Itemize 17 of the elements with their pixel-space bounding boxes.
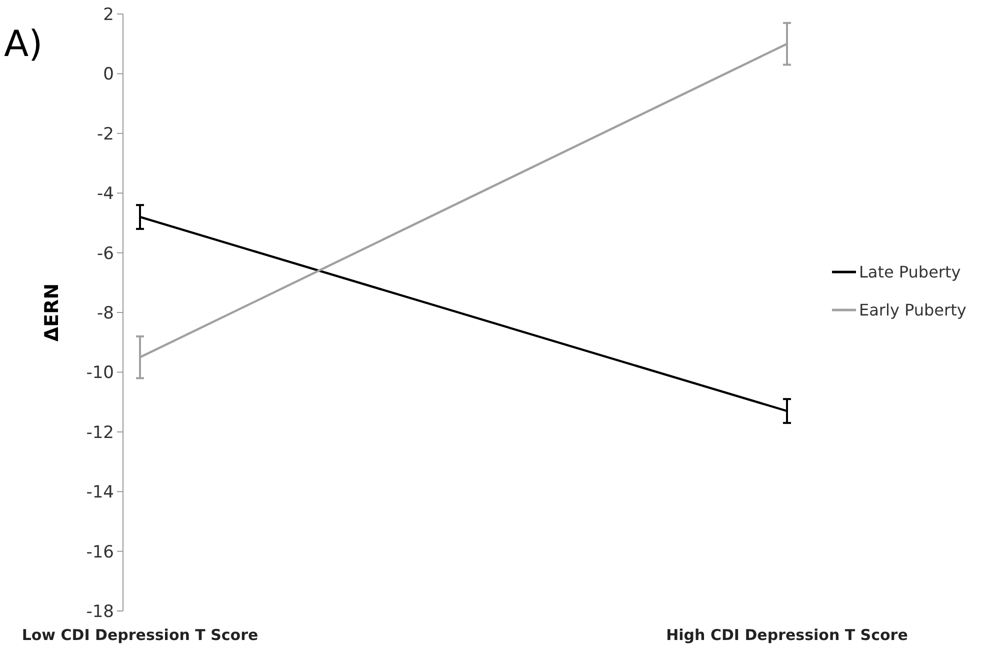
x-tick-label: Low CDI Depression T Score — [22, 626, 258, 644]
y-tick-label: 0 — [103, 64, 114, 85]
y-tick-label: -14 — [86, 482, 114, 503]
y-tick-label: -2 — [97, 124, 114, 144]
legend-label: Late Puberty — [859, 262, 961, 282]
y-tick-label: -6 — [97, 244, 114, 264]
y-tick-label: -16 — [86, 542, 114, 562]
y-tick-label: -18 — [86, 602, 114, 622]
y-tick-label: -10 — [86, 363, 114, 384]
y-tick-label: 2 — [103, 4, 114, 25]
annotation: A) — [4, 24, 43, 65]
y-tick-label: -12 — [86, 422, 114, 443]
y-tick-label: -4 — [97, 184, 114, 204]
x-tick-label: High CDI Depression T Score — [666, 626, 908, 644]
y-tick-label: -8 — [97, 303, 114, 324]
legend-label: Early Puberty — [859, 300, 966, 320]
y-axis-title: ΔERN — [41, 283, 63, 342]
